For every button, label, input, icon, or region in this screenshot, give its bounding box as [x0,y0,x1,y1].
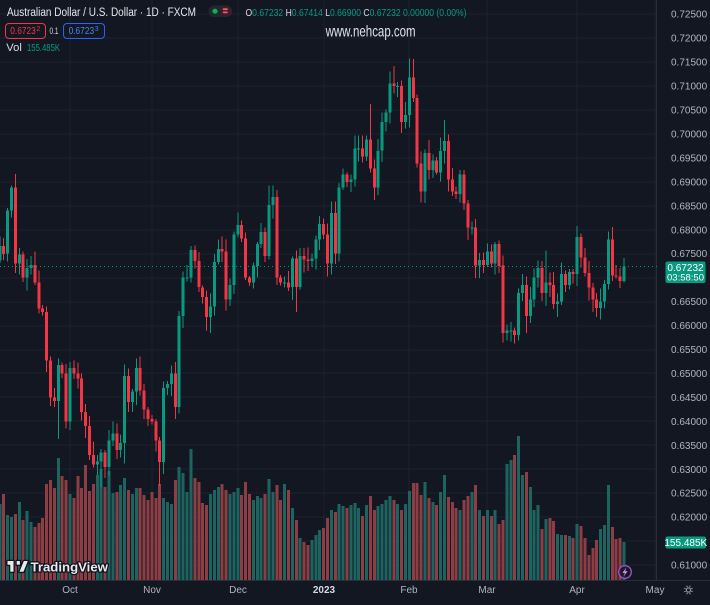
svg-text:Nov: Nov [143,585,161,596]
svg-text:2: 2 [36,26,40,33]
svg-text:155.485K: 155.485K [27,42,60,54]
svg-text:0.68000: 0.68000 [671,225,708,236]
svg-text:TradingView: TradingView [31,560,109,575]
svg-text:Feb: Feb [400,585,418,596]
svg-text:0.65500: 0.65500 [671,345,708,356]
svg-text:Vol: Vol [6,42,21,54]
svg-text:0.66500: 0.66500 [671,297,708,308]
svg-text:155.485K: 155.485K [664,538,707,549]
svg-text:0.69500: 0.69500 [671,153,708,164]
svg-text:0.63500: 0.63500 [671,441,708,452]
svg-text:Oct: Oct [62,585,78,596]
svg-text:Apr: Apr [569,585,585,596]
svg-text:0.68500: 0.68500 [671,201,708,212]
svg-text:O0.67232 H0.67414 L0.66900 C0.: O0.67232 H0.67414 L0.66900 C0.67232 0.00… [246,7,467,19]
svg-text:0.70000: 0.70000 [671,130,708,141]
svg-text:0.70500: 0.70500 [671,106,708,117]
svg-text:3: 3 [95,26,99,33]
svg-text:0.66000: 0.66000 [671,321,708,332]
svg-text:0.6723: 0.6723 [10,26,36,37]
svg-text:0.1: 0.1 [50,26,59,37]
svg-text:0.72500: 0.72500 [671,10,708,21]
svg-text:03:58:50: 03:58:50 [667,273,704,284]
svg-text:0.61000: 0.61000 [671,561,708,572]
svg-text:0.6723: 0.6723 [69,26,95,37]
svg-text:0.64500: 0.64500 [671,393,708,404]
svg-text:0.65000: 0.65000 [671,369,708,380]
svg-text:0.72000: 0.72000 [671,34,708,45]
svg-text:0.63000: 0.63000 [671,465,708,476]
svg-text:0.71000: 0.71000 [671,82,708,93]
svg-text:0.64000: 0.64000 [671,417,708,428]
svg-text:2023: 2023 [313,585,336,596]
svg-text:0.62000: 0.62000 [671,513,708,524]
svg-text:Dec: Dec [229,585,247,596]
svg-text:www.nehcap.com: www.nehcap.com [325,24,416,41]
svg-text:Australian Dollar / U.S. Dolla: Australian Dollar / U.S. Dollar · 1D · F… [7,7,196,19]
svg-text:0.71500: 0.71500 [671,58,708,69]
svg-text:May: May [646,585,665,596]
svg-text:Mar: Mar [478,585,496,596]
svg-text:0.62500: 0.62500 [671,489,708,500]
svg-text:0.67500: 0.67500 [671,249,708,260]
svg-text:0.69000: 0.69000 [671,177,708,188]
